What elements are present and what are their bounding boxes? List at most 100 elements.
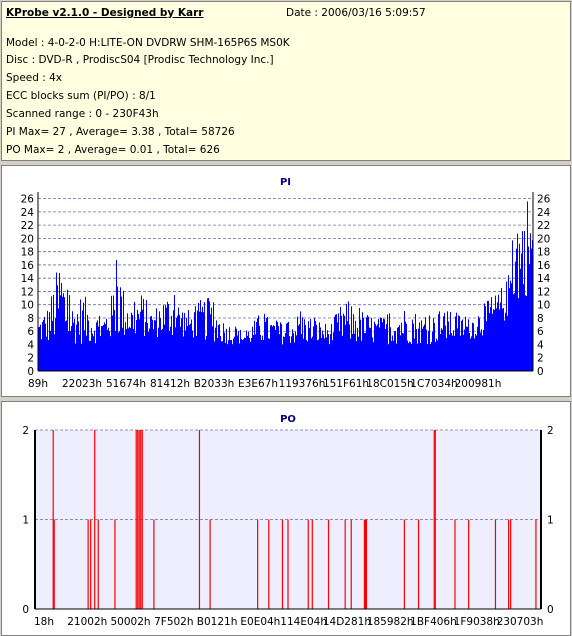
pi-bar <box>87 314 88 371</box>
pi-bar <box>176 317 177 371</box>
pi-bar <box>300 311 301 371</box>
pi-bar <box>89 340 90 371</box>
pi-bar <box>427 344 428 371</box>
pi-bar <box>196 335 197 371</box>
pi-bar <box>44 317 45 371</box>
pi-bar <box>303 338 304 371</box>
pi-bar <box>180 326 181 371</box>
pi-bar <box>78 321 79 371</box>
pi-x-tick-label: 51674h <box>106 378 146 390</box>
pi-bar <box>148 332 149 371</box>
pi-bar <box>420 343 421 371</box>
pi-bar <box>81 343 82 371</box>
po-y-tick-label: 2 <box>22 425 29 437</box>
pi-bar <box>236 328 237 371</box>
pi-bar <box>314 317 315 371</box>
pi-bar <box>207 298 208 371</box>
pi-bar <box>381 317 382 371</box>
disc-info-panel: KProbe v2.1.0 - Designed by Karr Date : … <box>1 1 571 161</box>
pi-bar <box>173 310 174 371</box>
pi-bar <box>512 240 513 371</box>
pi-bar <box>412 319 413 371</box>
pi-bar <box>343 313 344 371</box>
po-x-tick-label: 1BF406h <box>410 616 457 628</box>
pi-x-tick-label: 119376h <box>279 378 326 390</box>
po-chart-title: PO <box>280 414 296 425</box>
pi-bar <box>297 316 298 371</box>
pi-bar <box>517 233 518 371</box>
pi-bar <box>356 341 357 371</box>
pi-bar <box>211 307 212 371</box>
pi-bar <box>370 328 371 371</box>
pi-bar <box>503 308 504 371</box>
pi-bar <box>425 317 426 371</box>
pi-bar <box>122 327 123 371</box>
pi-bar <box>495 295 496 371</box>
pi-bar <box>172 334 173 371</box>
pi-bar <box>67 289 68 371</box>
pi-bar <box>199 311 200 371</box>
pi-bar <box>237 335 238 371</box>
pi-bar <box>47 310 48 371</box>
pi-bar <box>508 275 509 371</box>
pi-bar <box>277 321 278 371</box>
pi-bar <box>326 337 327 371</box>
pi-y-tick-label-right: 10 <box>537 300 550 312</box>
pi-bar <box>328 334 329 371</box>
pi-bar <box>454 335 455 371</box>
pi-bar <box>461 320 462 371</box>
pi-bar <box>182 312 183 371</box>
pi-bar <box>132 314 133 371</box>
pi-bar <box>406 323 407 371</box>
pi-bar <box>229 327 230 371</box>
pi-bar <box>134 301 135 371</box>
pi-bar <box>410 342 411 371</box>
pi-bar <box>270 325 271 371</box>
pi-bar <box>443 316 444 371</box>
pi-bar <box>466 326 467 371</box>
pi-y-tick-label: 4 <box>27 339 34 351</box>
pi-bar <box>257 318 258 371</box>
po-x-tick-label: 230703h <box>497 616 544 628</box>
pi-bar <box>387 314 388 371</box>
pi-bar <box>439 311 440 371</box>
pi-bar <box>414 338 415 371</box>
pi-bar <box>43 319 44 371</box>
pi-bar <box>195 306 196 371</box>
pi-bar <box>491 297 492 371</box>
pi-bar <box>510 280 511 371</box>
pi-bar <box>518 298 519 371</box>
po-x-tick-label: 50002h <box>111 616 151 628</box>
pi-bar <box>477 326 478 371</box>
pi-bar <box>485 306 486 371</box>
pi-bar <box>288 321 289 371</box>
pi-bar <box>83 302 84 371</box>
pi-y-tick-label-right: 24 <box>537 207 551 219</box>
pi-bar <box>331 324 332 371</box>
pi-bar <box>399 325 400 371</box>
pi-bar <box>332 340 333 371</box>
po-y-tick-label-right: 0 <box>547 604 554 616</box>
pi-bar <box>70 331 71 371</box>
pi-bar <box>409 341 410 371</box>
pi-bar <box>397 327 398 371</box>
pi-bar <box>159 311 160 371</box>
pi-bar <box>85 296 86 371</box>
pi-x-tick-label: 200981h <box>455 378 502 390</box>
pi-bar <box>187 326 188 371</box>
pi-bar <box>374 321 375 371</box>
pi-y-tick-label-right: 20 <box>537 233 550 245</box>
pi-bar <box>317 340 318 371</box>
pi-bar <box>364 333 365 371</box>
pi-bar <box>143 299 144 371</box>
pi-bar <box>403 333 404 371</box>
disc-type: Disc : DVD-R , ProdiscS04 [Prodisc Techn… <box>6 54 274 66</box>
pi-bar <box>426 329 427 371</box>
pi-bar <box>416 329 417 371</box>
pi-bar <box>382 322 383 371</box>
pi-bar <box>93 336 94 371</box>
pi-bar <box>90 340 91 371</box>
pi-bar <box>348 301 349 371</box>
pi-bar <box>312 336 313 371</box>
pi-bar <box>64 297 65 371</box>
